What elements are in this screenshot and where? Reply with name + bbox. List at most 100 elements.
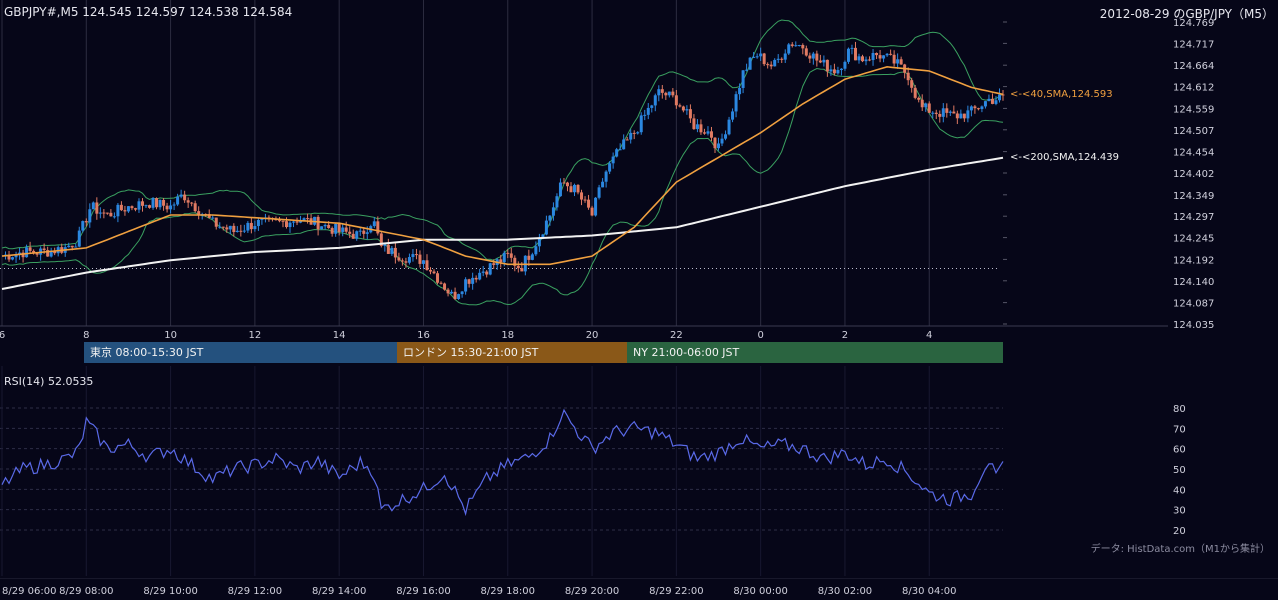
x-tick-label: 18 <box>501 330 514 341</box>
candle-body <box>601 181 605 188</box>
candle-body <box>18 252 22 255</box>
candle-body <box>365 232 369 234</box>
candle-body <box>151 198 155 208</box>
candle-body <box>327 224 331 229</box>
candle-body <box>464 279 468 292</box>
candle-body <box>748 57 752 70</box>
candle-body <box>443 283 447 290</box>
candle-body <box>713 137 717 149</box>
candle-body <box>794 45 798 47</box>
candle-body <box>499 259 503 263</box>
y-tick-label: 124.140 <box>1173 277 1214 288</box>
candle-body <box>562 182 566 184</box>
candle-body <box>594 197 598 216</box>
candle-body <box>123 210 127 212</box>
candle-body <box>702 132 706 134</box>
candle-body <box>186 200 190 203</box>
symbol-quote: GBPJPY#,M5 124.545 124.597 124.538 124.5… <box>4 5 293 19</box>
candle-body <box>667 91 671 96</box>
rsi-tick-label: 30 <box>1173 506 1186 517</box>
candle-body <box>913 87 917 98</box>
candle-body <box>102 212 106 214</box>
chart-title: 2012-08-29 のGBP/JPY（M5） <box>1099 7 1274 21</box>
candle-body <box>485 271 489 275</box>
candle-body <box>162 199 166 206</box>
candle-body <box>530 254 534 260</box>
candle-body <box>379 233 383 246</box>
candle-body <box>646 107 650 115</box>
candle-body <box>699 124 703 133</box>
candle-body <box>239 230 243 232</box>
candle-body <box>450 291 454 294</box>
candle-body <box>924 103 928 108</box>
candle-body <box>808 55 812 59</box>
y-tick-label: 124.507 <box>1173 126 1214 137</box>
candle-body <box>555 196 559 208</box>
time-axis-label: 8/30 02:00 <box>818 586 872 597</box>
candle-body <box>316 216 320 230</box>
candle-body <box>973 106 977 109</box>
candle-body <box>351 233 355 239</box>
candle-body <box>109 212 113 217</box>
candle-body <box>548 215 552 221</box>
candle-body <box>720 138 724 144</box>
candle-body <box>91 202 95 210</box>
candle-body <box>460 291 464 295</box>
candle-body <box>573 184 577 193</box>
candle-body <box>84 221 88 223</box>
candle-body <box>70 245 74 248</box>
candle-body <box>183 194 187 201</box>
session-ny: NY 21:00-06:00 JST <box>627 342 1003 363</box>
candle-body <box>671 91 675 96</box>
price-chart: 6 8 10 12 14 16 18 20 22 0 2 4 124.769 124.717 124.664… <box>0 0 1214 341</box>
candle-body <box>436 273 440 283</box>
candle-body <box>383 244 387 246</box>
candle-body <box>892 54 896 64</box>
candle-body <box>348 231 352 234</box>
candle-body <box>77 230 81 247</box>
candle-body <box>583 199 587 201</box>
candle-body <box>811 53 815 59</box>
y-tick-label: 124.349 <box>1173 191 1214 202</box>
candle-body <box>590 207 594 216</box>
candle-body <box>284 221 288 228</box>
candle-body <box>910 80 914 88</box>
candle-body <box>976 108 980 110</box>
candle-body <box>871 53 875 61</box>
candle-body <box>313 216 317 225</box>
candle-body <box>169 205 173 210</box>
candle-body <box>688 109 692 119</box>
candle-body <box>541 234 545 238</box>
candle-body <box>81 221 85 231</box>
candle-body <box>425 260 429 271</box>
candle-body <box>25 247 29 258</box>
candle-body <box>334 223 338 234</box>
candle-body <box>636 132 640 134</box>
candle-body <box>130 206 134 209</box>
candle-body <box>513 257 517 266</box>
time-axis: 8/29 06:00 8/29 08:00 8/29 10:00 8/29 12:00… <box>0 578 1278 597</box>
candle-body <box>116 204 120 217</box>
candle-body <box>587 199 591 208</box>
candle-body <box>292 221 296 223</box>
candle-body <box>404 261 408 263</box>
candle-body <box>727 119 731 135</box>
candle-body <box>193 203 197 212</box>
candle-body <box>752 56 756 58</box>
candle-body <box>49 250 53 257</box>
candle-body <box>67 245 71 248</box>
candle-body <box>745 69 749 71</box>
y-tick-label: 124.402 <box>1173 169 1214 180</box>
candle-body <box>948 111 952 113</box>
candle-body <box>618 149 622 151</box>
candle-body <box>544 220 548 235</box>
candle-body <box>299 221 303 223</box>
candle-body <box>766 64 770 66</box>
session-london: ロンドン 15:30-21:00 JST <box>397 342 627 363</box>
data-source-note: データ: HistData.com（M1から集計） <box>1090 544 1270 555</box>
candle-body <box>762 53 766 65</box>
candle-body <box>502 252 506 263</box>
candle-body <box>432 271 436 274</box>
time-axis-label: 8/29 12:00 <box>228 586 282 597</box>
candle-body <box>397 257 401 261</box>
